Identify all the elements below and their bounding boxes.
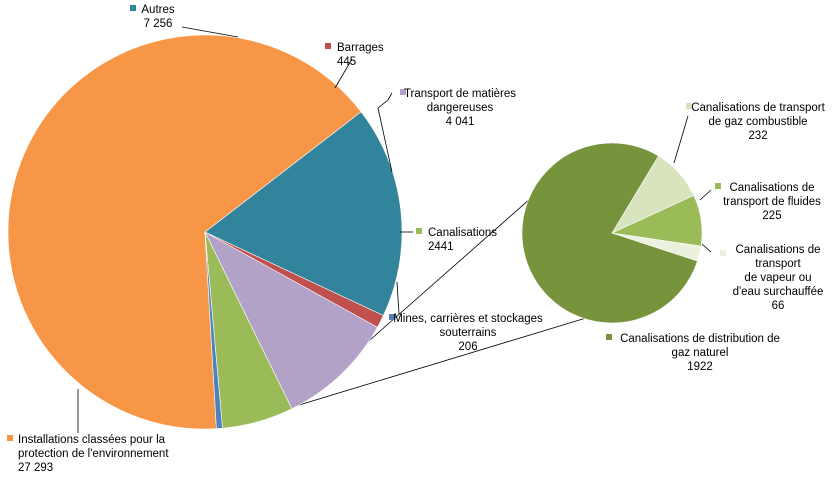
label-mines-carrieres-et-stockages-souterrains: Mines, carrières et stockages souterrains… [389, 281, 543, 353]
data-label-text: Transport de matières [404, 88, 516, 100]
data-label-text: Installations classées pour la [18, 434, 166, 446]
sub-label-canalisations-de-transport-de-fluides: Canalisations de transport de fluides 225 [699, 182, 821, 222]
legend-marker [389, 314, 395, 320]
sub-label-canalisations-de-transport-de-vapeur-ou-d-eau-surchauffee: Canalisations de transport de vapeur ou d'e… [701, 243, 824, 312]
data-label-text: Canalisations de distribution de [620, 333, 780, 345]
leader-line [181, 26, 239, 38]
sub-pie-slice-canalisations-de-distribution-de-gaz-naturel [521, 142, 698, 324]
leader-line [701, 243, 712, 253]
legend-marker [715, 183, 721, 189]
leader-line [334, 58, 353, 89]
legend-marker [130, 5, 136, 11]
data-label-text: transport [755, 258, 801, 270]
data-label-value: 4 041 [446, 116, 475, 128]
leader-line [699, 189, 712, 201]
label-autres: Autres 7 256 [130, 4, 239, 38]
sub-pie-slice-canalisations-de-transport-de-vapeur-ou-d-eau-surchauffee [611, 232, 702, 262]
data-label-text: transport de fluides [723, 196, 821, 208]
data-label-text: Mines, carrières et stockages [393, 313, 543, 325]
pie-slice-transport-de-matieres-dangereuses [204, 231, 378, 410]
data-label-text: d'eau surchauffée [733, 286, 824, 298]
legend-marker [686, 103, 692, 109]
data-label-value: 206 [458, 341, 477, 353]
data-label-text: Canalisations [428, 227, 497, 239]
sub-label-canalisations-de-transport-de-gaz-combustible: Canalisations de transport de gaz combust… [673, 102, 826, 164]
legend-marker [416, 228, 422, 234]
leader-line [673, 115, 689, 164]
legend-marker [400, 89, 406, 95]
data-label-text: gaz naturel [672, 347, 729, 359]
data-label-value: 232 [748, 130, 767, 142]
data-label-value: 225 [762, 210, 781, 222]
data-label-text: Barrages [337, 42, 384, 54]
legend-marker [7, 435, 13, 441]
pie-slice-autres [204, 111, 403, 316]
legend-marker [720, 250, 726, 256]
label-canalisations: Canalisations 2441 [400, 227, 497, 253]
data-label-text: souterrains [440, 327, 497, 339]
data-label-text: protection de l'environnement [18, 448, 169, 460]
pie-slice-installations-classees-pour-la-protection-de-l-environnement [7, 34, 362, 430]
legend-marker [606, 334, 612, 340]
data-label-text: de vapeur ou [744, 272, 811, 284]
data-label-text: de gaz combustible [708, 116, 807, 128]
data-label-value: 2441 [428, 241, 454, 253]
data-label-text: Canalisations de transport [691, 102, 825, 114]
pie-slice-mines-carrieres-et-stockages-souterrains [204, 231, 223, 429]
label-installations-classees-pour-la-protection-de-l-environnement: Installations classées pour la protection… [7, 389, 169, 474]
data-label-value: 27 293 [18, 462, 53, 474]
leader-line [396, 281, 400, 315]
label-transport-de-matieres-dangereuses: Transport de matières dangereuses 4 041 [377, 88, 516, 173]
label-barrages: Barrages 445 [325, 42, 384, 89]
legend-marker [325, 43, 331, 49]
data-label-value: 7 256 [144, 18, 173, 30]
leader-line [377, 92, 393, 173]
data-label-text: dangereuses [427, 102, 494, 114]
sub-label-canalisations-de-distribution-de-gaz-naturel: Canalisations de distribution de gaz natu… [606, 333, 780, 373]
data-label-value: 445 [337, 56, 356, 68]
data-label-text: Canalisations de [729, 182, 814, 194]
data-label-value: 66 [772, 300, 785, 312]
data-label-value: 1922 [687, 361, 713, 373]
data-label-text: Autres [141, 4, 174, 16]
data-label-text: Canalisations de [735, 244, 820, 256]
